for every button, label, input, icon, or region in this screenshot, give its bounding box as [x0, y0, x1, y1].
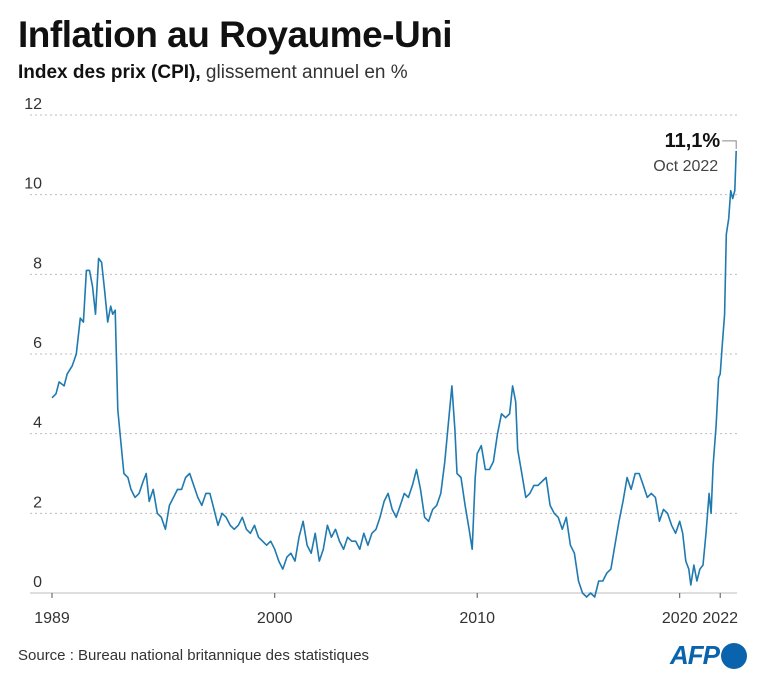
y-tick-label: 12	[24, 96, 42, 113]
x-tick-label: 2000	[257, 610, 293, 627]
y-tick-label: 4	[33, 415, 42, 432]
series-line-cpi	[51, 150, 737, 598]
source-note: Source : Bureau national britannique des…	[18, 647, 370, 664]
x-tick-label: 2022	[702, 610, 738, 627]
y-tick-label: 2	[33, 494, 42, 511]
annotation-leader	[722, 140, 737, 149]
chart-title: Inflation au Royaume-Uni	[18, 14, 453, 55]
chart-subtitle: Index des prix (CPI), glissement annuel …	[18, 62, 408, 84]
chart-grid	[30, 114, 737, 594]
x-axis: 1989 2000 2010 2020 2022	[34, 593, 738, 627]
x-tick-label: 2010	[459, 610, 495, 627]
y-tick-label: 0	[33, 574, 42, 591]
y-tick-label: 10	[24, 176, 42, 193]
y-tick-label: 6	[33, 335, 42, 352]
subtitle-bold: Index des prix (CPI),	[18, 62, 201, 83]
y-tick-label: 8	[33, 255, 42, 272]
x-tick-label: 2020	[662, 610, 698, 627]
y-axis: 0 2 4 6 8 10 12	[24, 96, 42, 591]
x-tick-label: 1989	[34, 610, 70, 627]
annotation-date: Oct 2022	[653, 158, 718, 175]
afp-logo: AFP	[670, 640, 747, 671]
peak-annotation: 11,1% Oct 2022	[653, 130, 737, 175]
subtitle-rest: glissement annuel en %	[200, 62, 408, 83]
afp-logo-text: AFP	[670, 640, 720, 670]
afp-logo-dot-icon	[721, 642, 747, 669]
annotation-value: 11,1%	[665, 130, 721, 152]
